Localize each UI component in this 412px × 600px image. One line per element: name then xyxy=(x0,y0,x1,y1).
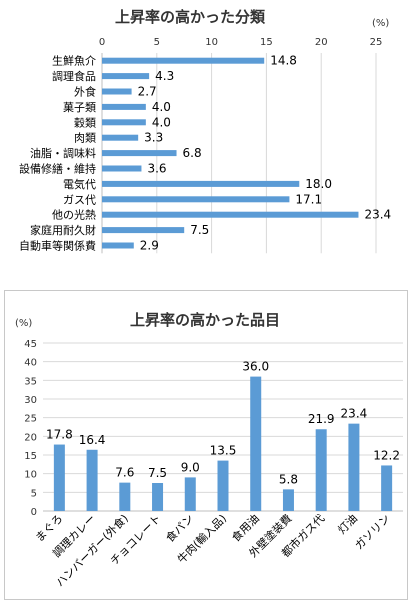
data-label: 4.3 xyxy=(155,69,174,83)
category-label: 灯油 xyxy=(335,511,360,536)
tick-label: 15 xyxy=(260,37,273,48)
tick-label: 25 xyxy=(370,37,383,48)
bar xyxy=(102,196,290,203)
bar xyxy=(119,482,131,511)
data-label: 23.4 xyxy=(341,407,368,421)
category-label: 家庭用耐久財 xyxy=(30,223,96,237)
bar xyxy=(53,444,65,511)
data-label: 4.0 xyxy=(152,100,171,114)
tick-label: 40 xyxy=(24,358,37,369)
category-label: 他の光熱 xyxy=(52,208,96,222)
data-label: 9.0 xyxy=(181,460,200,474)
bar xyxy=(102,73,150,80)
tick-label: 5 xyxy=(154,37,160,48)
tick-label: 15 xyxy=(24,451,37,462)
category-label: 菓子類 xyxy=(63,101,96,114)
bar xyxy=(381,465,393,511)
bar xyxy=(102,103,146,110)
data-label: 23.4 xyxy=(364,208,391,222)
tick-label: 30 xyxy=(24,395,37,406)
data-label: 17.8 xyxy=(46,428,73,442)
bar xyxy=(184,477,196,511)
tick-label: 25 xyxy=(24,414,37,425)
bar xyxy=(102,165,142,172)
category-label: 調理食品 xyxy=(52,69,96,83)
data-label: 3.6 xyxy=(147,162,166,176)
bar xyxy=(102,57,265,64)
bar xyxy=(250,376,262,511)
chart-categories: 上昇率の高かった分類 (%) 0 5 10 15 20 25 生鮮魚介調理食品外食菓子類穀… xyxy=(19,8,391,254)
category-label: 生鮮魚介 xyxy=(52,54,96,68)
data-label: 18.0 xyxy=(305,177,332,191)
category-label: ガス代 xyxy=(63,193,96,206)
category-label: 穀類 xyxy=(74,116,96,129)
data-label: 16.4 xyxy=(79,433,106,447)
bar xyxy=(102,180,300,187)
data-label: 13.5 xyxy=(210,444,237,458)
panel-gap xyxy=(0,268,412,290)
chart-title: 上昇率の高かった分類 xyxy=(115,8,266,26)
bar xyxy=(348,423,360,511)
chart-panel-items: 上昇率の高かった品目 (%) 0 5 10 15 20 25 30 35 40 45 17.8 16… xyxy=(4,290,408,600)
category-label: 油脂・調味料 xyxy=(30,146,96,160)
data-label: 12.2 xyxy=(373,448,400,462)
data-label: 7.5 xyxy=(148,466,167,480)
category-label: 肉類 xyxy=(74,132,96,145)
bar xyxy=(217,460,229,511)
bar xyxy=(102,227,185,234)
tick-label: 10 xyxy=(24,470,37,481)
data-label: 14.8 xyxy=(270,54,297,68)
category-label: 自動車等関係費 xyxy=(19,239,96,253)
tick-label: 0 xyxy=(31,507,37,518)
data-label: 2.9 xyxy=(140,239,159,253)
bar xyxy=(152,483,164,511)
bar xyxy=(102,88,132,95)
tick-label: 35 xyxy=(24,376,37,387)
bar xyxy=(102,119,146,126)
tick-label: 5 xyxy=(31,488,37,499)
bar xyxy=(102,150,177,157)
tick-label: 20 xyxy=(315,37,328,48)
bar xyxy=(102,211,359,218)
data-label: 36.0 xyxy=(242,360,269,374)
bar xyxy=(86,449,98,511)
chart-panel-categories: 上昇率の高かった分類 (%) 0 5 10 15 20 25 生鮮魚介 調理食品外食菓子類穀… xyxy=(0,0,412,268)
data-label: 2.7 xyxy=(138,85,157,99)
category-label: 設備修繕・維持 xyxy=(19,162,96,176)
tick-label: 0 xyxy=(99,37,105,48)
tick-label: 45 xyxy=(24,339,37,350)
bar xyxy=(282,489,294,511)
chart-items: 上昇率の高かった品目 (%) 0 5 10 15 20 25 30 35 40 45 17.8 16… xyxy=(15,311,403,589)
data-label: 5.8 xyxy=(279,472,298,486)
category-label: ガソリン xyxy=(352,512,392,552)
data-label: 17.1 xyxy=(295,192,322,206)
unit-label: (%) xyxy=(15,318,32,329)
category-label: 電気代 xyxy=(63,177,96,191)
data-label: 7.6 xyxy=(115,466,134,480)
bar xyxy=(315,429,327,511)
tick-label: 20 xyxy=(24,432,37,443)
data-label: 21.9 xyxy=(308,412,335,426)
data-label: 6.8 xyxy=(183,146,202,160)
data-label: 7.5 xyxy=(190,223,209,237)
bar xyxy=(102,134,139,141)
data-label: 3.3 xyxy=(144,131,163,145)
chart-title: 上昇率の高かった品目 xyxy=(130,311,280,329)
tick-label: 10 xyxy=(205,37,218,48)
unit-label: (%) xyxy=(372,18,389,29)
category-label: 外食 xyxy=(74,85,96,99)
data-label: 4.0 xyxy=(152,115,171,129)
bar xyxy=(102,242,134,249)
